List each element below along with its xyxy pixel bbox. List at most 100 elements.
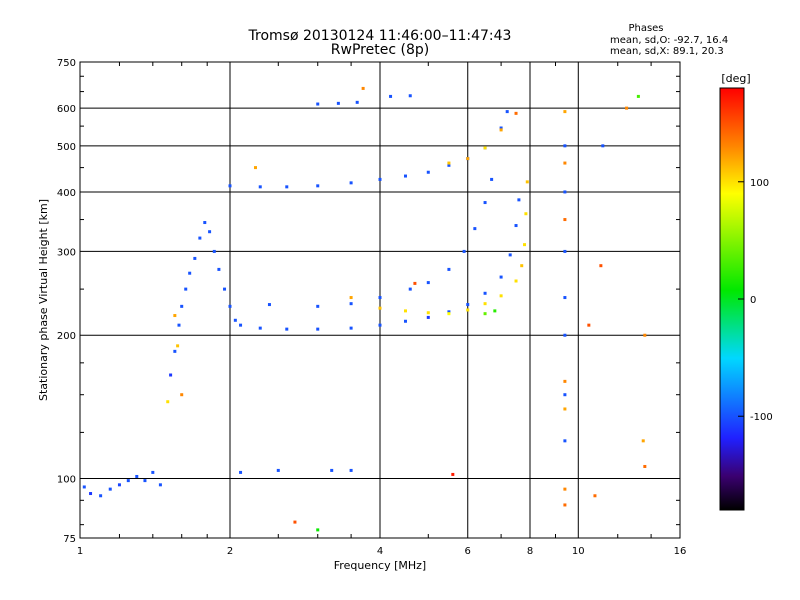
x-tick-label: 10 [572, 546, 585, 557]
data-point [378, 177, 382, 181]
data-point [403, 174, 407, 178]
x-tick-label: 16 [674, 546, 687, 557]
data-point [316, 528, 320, 532]
data-point [514, 111, 518, 115]
y-tick-label: 300 [57, 247, 76, 258]
data-point [563, 503, 567, 507]
data-point [483, 201, 487, 205]
data-point [643, 333, 647, 337]
chart-title: Tromsø 20130124 11:46:00–11:47:43 [248, 28, 512, 44]
data-point [180, 393, 184, 397]
y-axis-ticks: 75 100 200 300 400 500 600 750 [57, 58, 680, 545]
data-point [499, 126, 503, 130]
colorbar-tick-label: -100 [750, 412, 773, 423]
data-point [177, 323, 181, 327]
data-point [233, 318, 237, 322]
data-point [499, 128, 503, 132]
data-point [203, 221, 207, 225]
y-tick-label: 500 [57, 142, 76, 153]
data-point [490, 177, 494, 181]
data-point [378, 296, 382, 300]
data-point [483, 312, 487, 316]
data-point [267, 303, 271, 307]
colorbar-tick-label: 0 [750, 295, 756, 306]
data-point [493, 309, 497, 313]
data-point [625, 106, 629, 110]
data-point [389, 94, 393, 98]
data-point [563, 218, 567, 222]
plot-area [79, 61, 681, 539]
data-point [228, 184, 232, 188]
data-point [483, 302, 487, 306]
data-point [180, 304, 184, 308]
data-point [316, 304, 320, 308]
data-point [82, 485, 86, 489]
data-point [563, 296, 567, 300]
data-point [361, 86, 365, 90]
data-point [117, 483, 121, 487]
data-point [143, 479, 147, 483]
data-point [217, 267, 221, 271]
data-point [223, 287, 227, 291]
data-point [408, 94, 412, 98]
data-point [355, 100, 359, 104]
data-point [563, 249, 567, 253]
data-point [483, 146, 487, 150]
y-tick-label: 400 [57, 188, 76, 199]
data-point [466, 157, 470, 161]
x-axis-ticks: 1 2 4 6 8 10 16 [77, 62, 687, 557]
data-point [466, 303, 470, 307]
data-point [563, 144, 567, 148]
data-point [108, 487, 112, 491]
data-point [505, 110, 509, 114]
data-point [258, 185, 262, 189]
data-point [563, 110, 567, 114]
data-point [514, 279, 518, 283]
data-point [636, 94, 640, 98]
data-point [173, 349, 177, 353]
data-point [563, 190, 567, 194]
data-point [336, 101, 340, 105]
phase-legend-x: mean, sd,X: 89.1, 20.3 [610, 46, 724, 57]
x-tick-label: 2 [227, 546, 233, 557]
data-point [451, 472, 455, 476]
data-point [349, 326, 353, 330]
data-point [517, 198, 521, 202]
x-tick-label: 6 [465, 546, 471, 557]
data-point [643, 464, 647, 468]
data-point [426, 315, 430, 319]
data-point [349, 468, 353, 472]
phase-legend-o: mean, sd,O: -92.7, 16.4 [610, 35, 728, 46]
data-point [330, 468, 334, 472]
data-point [316, 102, 320, 106]
phase-legend-heading: Phases [628, 23, 663, 34]
data-point [158, 483, 162, 487]
data-points [82, 86, 647, 532]
x-axis-label: Frequency [MHz] [334, 559, 426, 572]
data-point [499, 275, 503, 279]
data-point [593, 494, 597, 498]
data-point [239, 470, 243, 474]
data-point [447, 312, 451, 316]
data-point [151, 470, 155, 474]
y-tick-label: 100 [57, 475, 76, 486]
y-tick-label: 75 [63, 534, 76, 545]
data-point [184, 287, 188, 291]
data-point [447, 161, 451, 165]
data-point [563, 379, 567, 383]
chart-subtitle: RwPretec (8p) [331, 42, 429, 58]
data-point [135, 474, 139, 478]
data-point [563, 333, 567, 337]
data-point [520, 264, 524, 268]
data-point [285, 185, 289, 189]
data-point [166, 400, 170, 404]
data-point [193, 256, 197, 260]
data-point [641, 439, 645, 443]
data-point [253, 166, 257, 170]
data-point [508, 253, 512, 257]
data-point [462, 249, 466, 253]
data-point [316, 184, 320, 188]
data-point [514, 224, 518, 228]
data-point [212, 249, 216, 253]
